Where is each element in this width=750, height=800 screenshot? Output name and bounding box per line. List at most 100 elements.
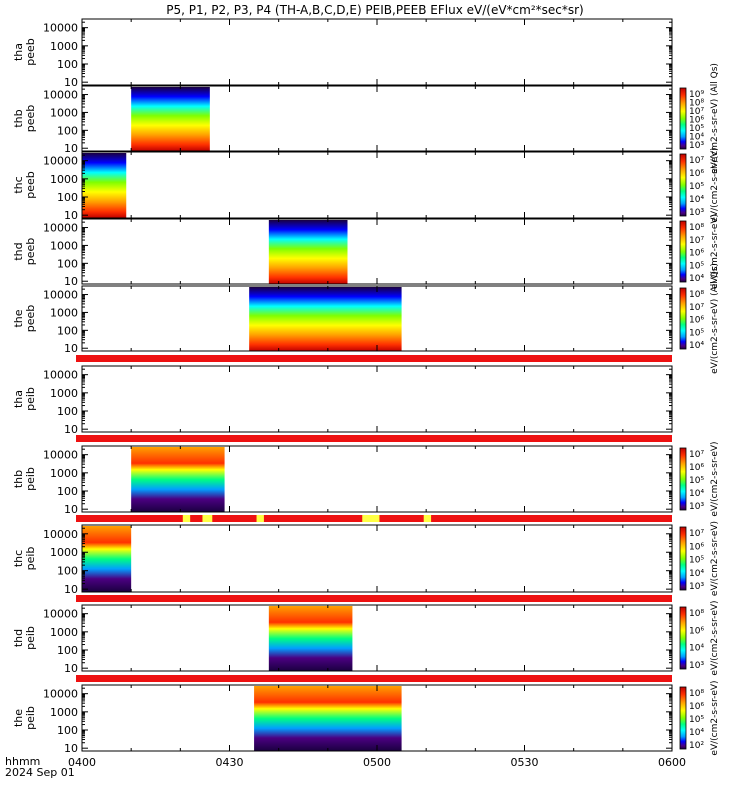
colorbar-tick-label: 10⁸ <box>689 609 704 619</box>
panel-product-label: peib <box>24 626 37 650</box>
colorbar-unit-label: eV/(cm2-s-sr-eV) <box>710 680 720 755</box>
spectrogram-block-thb_peeb <box>131 87 210 151</box>
panel-probe-label: thc <box>12 550 25 567</box>
spectrogram-block-the_peib <box>254 686 402 751</box>
colorbar-tick-label: 10⁵ <box>689 328 704 338</box>
colorbar-unit-label: eV/(cm2-s-sr-eV) (All Qs) <box>710 63 720 174</box>
panel-probe-label: the <box>12 309 25 327</box>
mode-bar-highlight <box>362 515 380 522</box>
mode-bar-highlight <box>202 515 213 522</box>
colorbar-scale <box>679 153 687 217</box>
y-tick-label: 10000 <box>43 155 78 168</box>
y-tick-label: 10 <box>64 583 78 596</box>
mode-bar-highlight <box>423 515 432 522</box>
spectrogram-block-thd_peib <box>268 606 353 671</box>
y-tick-label: 1000 <box>50 626 78 639</box>
y-tick-label: 10 <box>64 423 78 436</box>
y-tick-label: 100 <box>57 644 78 657</box>
panel-product-label: peib <box>24 547 37 571</box>
panel-thc_peeb: 10 100 1000 10000 thc peeb 10⁷ 10⁶ 10⁵ 10⁴ 10³ eV/(… <box>12 147 720 222</box>
colorbar-tick-label: 10⁷ <box>689 529 704 539</box>
x-axis: 0400 0430 0500 0530 0600 <box>68 19 686 769</box>
chart-title: P5, P1, P2, P3, P4 (TH-A,B,C,D,E) PEIB,P… <box>166 3 583 17</box>
y-tick-label: 10000 <box>43 608 78 621</box>
colorbar-tick-label: 10⁶ <box>689 626 704 636</box>
mode-bar <box>76 355 672 362</box>
colorbar-tick-label: 10⁶ <box>689 316 704 326</box>
y-tick-label: 10 <box>64 662 78 675</box>
x-tick-label: 0400 <box>68 756 96 769</box>
mode-bar-highlight <box>182 515 191 522</box>
colorbar-tick-label: 10⁸ <box>689 290 704 300</box>
panel-tha_peeb: 10 100 1000 10000 tha peeb <box>12 18 673 89</box>
panel-frame <box>81 365 673 433</box>
colorbar-tick-label: 10⁵ <box>689 476 704 486</box>
y-tick-label: 10 <box>64 742 78 755</box>
spectrogram-block-thc_peeb <box>82 153 127 218</box>
panel-probe-label: the <box>12 709 25 727</box>
colorbar-tick-label: 10³ <box>689 661 704 671</box>
colorbar-the_peib: 10⁸ 10⁶ 10⁵ 10⁴ 10² eV/(cm2-s-sr-eV) <box>679 680 720 756</box>
colorbar-tick-label: 10⁴ <box>689 569 704 579</box>
colorbar-tick-label: 10³ <box>689 208 704 218</box>
y-tick-label: 100 <box>57 405 78 418</box>
panel-frame <box>81 604 673 672</box>
y-tick-label: 10 <box>64 503 78 516</box>
y-tick-label: 1000 <box>50 467 78 480</box>
colorbar-tick-label: 10⁸ <box>689 223 704 233</box>
colorbar-tick-label: 10⁶ <box>689 463 704 473</box>
colorbar-scale <box>679 526 687 591</box>
y-tick-label: 1000 <box>50 387 78 400</box>
colorbar-tick-label: 10⁶ <box>689 116 704 126</box>
y-tick-label: 1000 <box>50 546 78 559</box>
panel-thd_peib: 10 100 1000 10000 thd peib 10⁸ 10⁶ 10⁴ 10³ eV/(cm2… <box>12 600 720 675</box>
colorbar-tick-label: 10⁸ <box>689 99 704 109</box>
y-tick-label: 100 <box>57 565 78 578</box>
colorbar-tick-label: 10⁴ <box>689 644 704 654</box>
colorbar-tick-label: 10⁵ <box>689 261 704 271</box>
colorbar-unit-label: eV/(cm2-s-sr-eV) (All Qs) <box>710 263 720 374</box>
spectrogram-block-thb_peib <box>131 447 225 512</box>
colorbar-tick-label: 10⁴ <box>689 489 704 499</box>
panel-probe-label: thb <box>12 109 25 127</box>
colorbar-tick-label: 10⁹ <box>689 90 704 100</box>
panel-frame <box>81 218 673 285</box>
panel-product-label: peib <box>24 467 37 491</box>
y-tick-label: 10000 <box>43 528 78 541</box>
mode-bar-thb_peib <box>76 515 672 522</box>
panel-product-label: peeb <box>24 238 37 266</box>
panel-the_peib: 10 100 1000 10000 the peib 10⁸ 10⁶ 10⁵ 10⁴ 10² eV/(… <box>12 680 720 755</box>
y-tick-label: 10 <box>64 342 78 355</box>
colorbar-thd_peib: 10⁸ 10⁶ 10⁴ 10³ eV/(cm2-s-sr-eV) <box>679 600 720 676</box>
panel-probe-label: thb <box>12 470 25 488</box>
colorbar-tick-label: 10⁶ <box>689 249 704 259</box>
y-tick-label: 100 <box>57 124 78 137</box>
x-tick-label: 0430 <box>216 756 244 769</box>
x-tick-label: 0600 <box>658 756 686 769</box>
panel-product-label: peeb <box>24 105 37 133</box>
y-tick-label: 1000 <box>50 173 78 186</box>
colorbar-tick-label: 10⁴ <box>689 274 704 284</box>
colorbar-tick-label: 10⁶ <box>689 542 704 552</box>
y-tick-label: 10000 <box>43 89 78 102</box>
colorbar-tick-label: 10³ <box>689 141 704 151</box>
colorbar-thd_peeb: 10⁸ 10⁷ 10⁶ 10⁵ 10⁴ eV/(cm2-s-sr-eV) <box>679 214 720 289</box>
y-tick-label: 10 <box>64 76 78 89</box>
mode-bar-the_peeb <box>76 355 672 362</box>
colorbar-thc_peeb: 10⁷ 10⁶ 10⁵ 10⁴ 10³ eV/(cm2-s-sr-eV) <box>679 147 720 223</box>
y-tick-label: 10000 <box>43 449 78 462</box>
mode-bar <box>76 595 672 602</box>
colorbar-tick-label: 10⁵ <box>689 182 704 192</box>
colorbar-tick-label: 10⁵ <box>689 715 704 725</box>
colorbar-thb_peib: 10⁷ 10⁶ 10⁵ 10⁴ 10³ eV/(cm2-s-sr-eV) <box>679 441 720 517</box>
colorbar-tick-label: 10⁴ <box>689 195 704 205</box>
mode-bars-layer <box>76 355 672 682</box>
y-tick-label: 1000 <box>50 706 78 719</box>
mode-bar-highlight <box>256 515 264 522</box>
panel-product-label: peeb <box>24 171 37 199</box>
time-axis-label: hhmm <box>5 755 40 768</box>
y-tick-label: 100 <box>57 257 78 270</box>
